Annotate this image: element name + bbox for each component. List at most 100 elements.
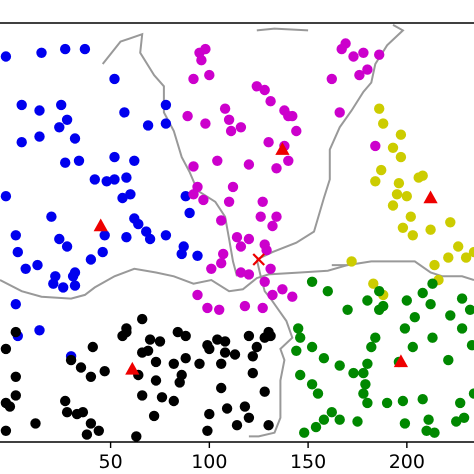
centroid-triangle-3: [125, 361, 140, 375]
data-point-s1-20: [291, 125, 302, 137]
data-point-s3-59: [216, 382, 227, 394]
data-point-s3-62: [202, 425, 213, 436]
data-point-s1-27: [227, 181, 239, 193]
data-point-s0-12: [109, 151, 120, 163]
data-point-s0-34: [97, 246, 108, 258]
data-point-s0-24: [121, 172, 132, 183]
data-point-s1-19: [287, 110, 298, 122]
data-point-s1-12: [235, 122, 247, 133]
data-point-s3-25: [137, 313, 148, 325]
data-point-s1-62: [202, 302, 213, 314]
data-point-s0-35: [99, 230, 110, 241]
data-point-s1-35: [198, 194, 209, 206]
boundary-line-0: [0, 260, 474, 300]
data-point-s3-4: [10, 390, 21, 401]
data-point-s1-21: [279, 105, 290, 116]
data-point-s1-15: [271, 163, 282, 174]
x-tick-label-50: 50: [99, 451, 123, 473]
data-point-s0-39: [141, 226, 152, 237]
data-point-s2-0: [374, 103, 385, 114]
data-point-s0-58: [69, 267, 81, 278]
data-point-s0-20: [142, 120, 154, 131]
data-point-s1-54: [243, 269, 255, 280]
data-point-s1-1: [200, 43, 211, 55]
data-point-s0-18: [160, 99, 172, 111]
data-point-s3-3: [10, 371, 21, 382]
data-point-s1-28: [223, 196, 235, 207]
data-point-s1-40: [243, 233, 255, 245]
data-point-s4-20: [407, 341, 418, 353]
data-point-s3-33: [180, 330, 191, 342]
data-point-s1-37: [218, 248, 229, 260]
data-point-s3-36: [194, 358, 205, 369]
data-point-s1-38: [235, 241, 247, 252]
data-point-s2-12: [417, 170, 428, 181]
data-point-s1-3: [204, 69, 215, 81]
centroid-markers: [93, 142, 438, 375]
data-point-s3-42: [131, 431, 142, 442]
data-point-s3-32: [180, 353, 191, 364]
data-point-s4-6: [374, 304, 385, 315]
data-point-s1-39: [265, 263, 276, 274]
data-point-s3-2: [10, 326, 21, 338]
data-point-s1-10: [259, 84, 270, 96]
data-point-s4-32: [295, 332, 306, 343]
data-point-s0-47: [12, 246, 23, 258]
data-point-s3-13: [85, 418, 97, 429]
x-tick-label-150: 150: [290, 451, 326, 473]
data-point-s4-41: [362, 397, 373, 409]
data-point-s3-39: [168, 395, 179, 407]
data-point-s3-67: [259, 386, 270, 397]
data-point-s1-31: [267, 220, 278, 232]
data-point-s3-49: [219, 347, 231, 358]
data-point-s4-19: [399, 323, 411, 334]
data-point-s1-9: [251, 81, 262, 92]
data-point-s2-16: [425, 224, 436, 235]
data-point-s1-26: [188, 189, 199, 200]
data-point-s3-19: [75, 362, 87, 373]
data-point-s1-44: [336, 43, 347, 55]
data-point-s4-15: [466, 340, 474, 351]
centroid-triangle-1: [275, 142, 290, 155]
data-point-s1-8: [219, 103, 231, 114]
data-point-s2-20: [429, 259, 440, 271]
data-point-s1-49: [354, 69, 365, 81]
data-point-s4-42: [381, 397, 393, 409]
data-point-s4-8: [417, 287, 428, 299]
data-point-s1-53: [235, 267, 247, 278]
data-point-s1-6: [200, 118, 211, 129]
data-point-s3-56: [263, 326, 274, 338]
data-point-s0-42: [184, 207, 195, 219]
data-point-s1-11: [265, 96, 276, 107]
data-point-s4-23: [366, 341, 377, 353]
data-point-s2-25: [368, 278, 379, 289]
data-point-s0-1: [36, 47, 47, 58]
x-tick-label-100: 100: [191, 451, 227, 473]
boundary-line-1: [101, 32, 238, 277]
data-point-s4-37: [326, 407, 337, 418]
data-point-s3-35: [204, 343, 215, 355]
data-point-s2-1: [378, 118, 389, 129]
data-point-s0-14: [109, 73, 120, 85]
data-point-s3-43: [137, 390, 148, 401]
data-point-s3-66: [231, 420, 243, 431]
data-point-s3-31: [168, 358, 179, 369]
data-point-s0-46: [10, 299, 21, 310]
data-point-s1-64: [206, 263, 217, 274]
data-point-s3-48: [219, 336, 231, 347]
data-point-s0-2: [59, 43, 71, 55]
data-point-s4-14: [445, 310, 456, 321]
data-point-s4-40: [358, 388, 369, 399]
data-point-s0-4: [16, 99, 27, 111]
centroid-triangle-4: [393, 354, 409, 368]
data-point-s1-36: [216, 258, 227, 269]
data-point-s4-25: [358, 367, 369, 379]
data-point-s1-30: [257, 196, 268, 207]
data-point-s0-10: [69, 133, 81, 144]
boundary-line-4: [248, 259, 294, 438]
data-point-s0-9: [34, 131, 45, 142]
data-point-s3-26: [144, 334, 156, 345]
data-point-s0-30: [10, 230, 21, 241]
x-axis-ticks: 50 100 150 200: [99, 442, 425, 473]
